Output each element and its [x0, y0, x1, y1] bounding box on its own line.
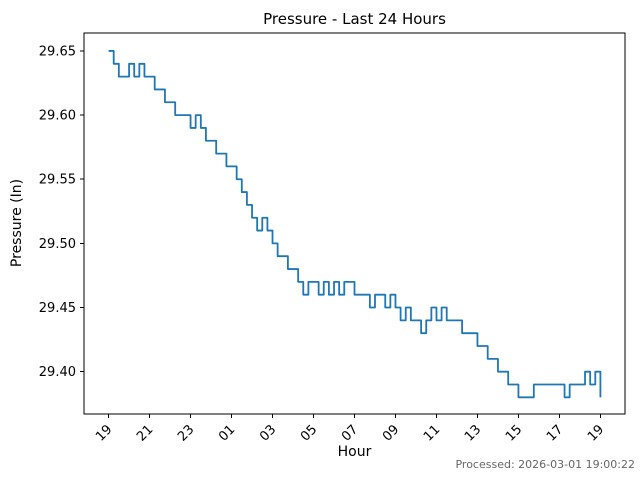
chart-title: Pressure - Last 24 Hours [263, 10, 446, 28]
x-axis-label: Hour [337, 444, 372, 460]
y-tick-label: 29.40 [39, 365, 76, 380]
x-tick-label: 15 [503, 422, 525, 444]
y-tick-label: 29.50 [39, 237, 76, 252]
y-tick-label: 29.65 [39, 44, 76, 59]
x-tick-label: 11 [421, 422, 443, 444]
x-tick-label: 09 [380, 422, 402, 444]
x-axis: 19 21 23 01 03 05 07 09 11 13 15 17 19 [93, 414, 607, 445]
y-axis: 29.65 29.60 29.55 29.50 29.45 29.40 [39, 44, 84, 380]
x-tick-label: 19 [585, 422, 607, 444]
x-tick-label: 23 [175, 422, 197, 444]
x-tick-label: 01 [216, 422, 238, 444]
y-tick-label: 29.55 [39, 173, 76, 188]
x-tick-label: 13 [462, 422, 484, 444]
x-tick-label: 17 [544, 422, 566, 444]
y-tick-label: 29.45 [39, 301, 76, 316]
x-tick-label: 19 [93, 422, 115, 444]
processed-timestamp: Processed: 2026-03-01 19:00:22 [455, 458, 635, 471]
x-tick-label: 21 [134, 422, 156, 444]
x-tick-label: 03 [257, 422, 279, 444]
y-tick-label: 29.60 [39, 109, 76, 124]
x-tick-label: 05 [298, 422, 320, 444]
x-tick-label: 07 [339, 422, 361, 444]
pressure-data-line [108, 50, 602, 399]
